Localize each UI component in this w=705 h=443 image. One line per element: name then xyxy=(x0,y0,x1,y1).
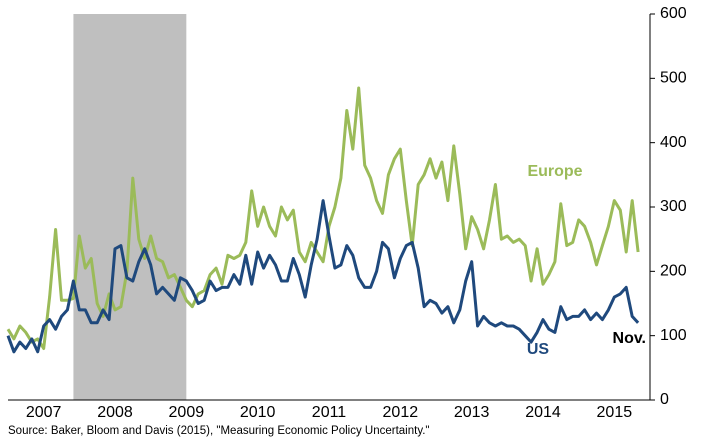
x-tick-label: 2011 xyxy=(312,404,347,421)
x-tick-label: 2015 xyxy=(597,404,633,421)
x-tick-label: 2013 xyxy=(454,404,490,421)
series-label: Europe xyxy=(527,163,582,180)
x-tick-label: 2008 xyxy=(97,404,133,421)
x-tick-label: 2012 xyxy=(383,404,419,421)
y-tick-label: 500 xyxy=(660,70,687,87)
x-tick-label: 2007 xyxy=(26,404,62,421)
source: Source: Baker, Bloom and Davis (2015), "… xyxy=(8,425,430,437)
y-tick-label: 100 xyxy=(660,327,687,344)
x-tick-label: 2009 xyxy=(169,404,205,421)
y-tick-label: 400 xyxy=(660,134,687,151)
series-line xyxy=(6,199,640,354)
series-line xyxy=(6,86,640,350)
y-tick-label: 300 xyxy=(660,198,687,215)
y-tick-label: 0 xyxy=(660,391,669,408)
x-tick-label: 2014 xyxy=(525,404,561,421)
y-tick-label: 600 xyxy=(660,5,687,22)
annotation: Nov. xyxy=(613,330,646,347)
series-label: US xyxy=(527,341,550,358)
x-tick-label: 2010 xyxy=(240,404,276,421)
y-tick-label: 200 xyxy=(660,263,687,280)
